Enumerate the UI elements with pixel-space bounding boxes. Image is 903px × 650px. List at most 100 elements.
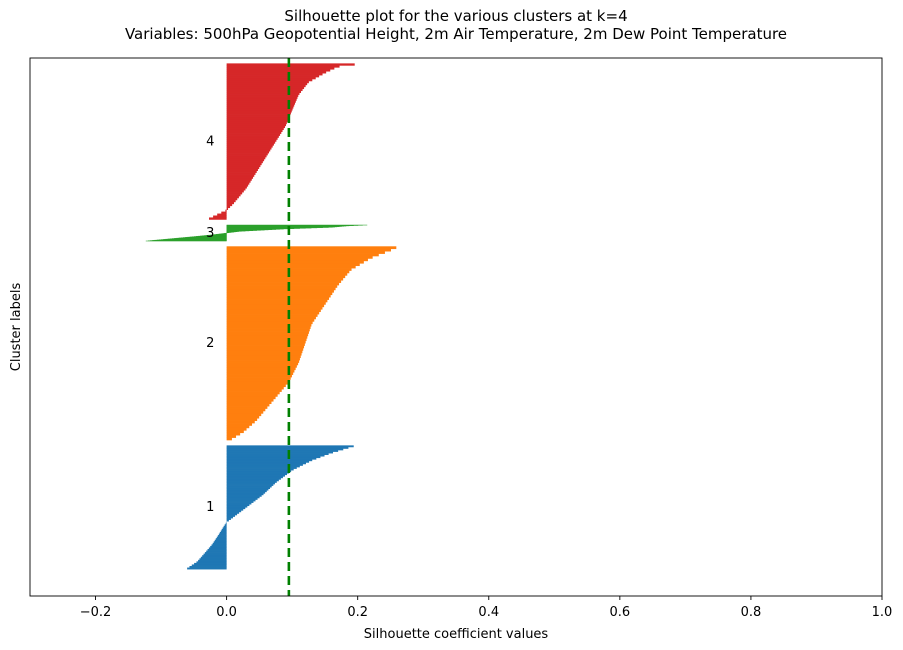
cluster-2-bar [226,396,276,400]
cluster-2-bar [226,306,323,310]
cluster-1-bar [200,556,227,559]
cluster-2-bar [226,432,241,436]
cluster-1-bar [226,448,344,451]
cluster-2-bar [226,335,308,339]
cluster-1-bar [213,541,227,544]
cluster-3-bar [226,232,228,234]
cluster-1-bar [226,476,283,479]
cluster-2-bar [226,386,284,390]
cluster-1-bar [226,471,290,474]
cluster-4-bar [226,156,266,160]
cluster-1-bar [226,494,262,497]
cluster-2-bar [226,418,258,421]
cluster-1-bar [203,553,227,556]
cluster-1-bar [226,473,288,476]
cluster-1-bar [226,505,248,508]
cluster-2-bar [226,260,364,264]
cluster-2-bar [226,265,356,269]
cluster-2-bar [226,246,397,250]
cluster-1-bar [226,477,281,480]
cluster-4-bar [225,209,227,212]
cluster-2-bar [226,285,338,288]
cluster-2-bar [226,343,305,346]
cluster-2-bar [226,357,300,361]
cluster-2-bar [226,389,282,392]
cluster-4-bar [226,199,236,203]
cluster-1-bar [226,468,294,471]
cluster-1-bar [226,470,292,473]
cluster-1-bar [226,511,240,514]
cluster-4-bar [226,162,262,166]
cluster-4-bar [226,145,273,148]
cluster-4-bar [226,92,300,95]
cluster-2-bar [226,253,379,257]
cluster-1-bar [226,454,325,457]
cluster-4-bar [226,69,331,72]
cluster-1-bar [226,488,269,491]
cluster-4-bar [226,186,247,189]
cluster-2-bar [226,350,303,354]
cluster-1-bar [226,463,303,466]
cluster-1-bar [226,482,275,485]
cluster-4-bar [226,63,355,66]
cluster-1-bar [204,552,227,554]
cluster-4-bar [226,197,238,201]
cluster-2-bar [226,299,328,303]
cluster-4-bar [226,170,257,173]
cluster-label: 2 [206,336,214,351]
cluster-1-bar [212,542,227,545]
cluster-4-bar [226,135,279,138]
cluster-4-bar [226,125,285,129]
axes: −0.2 0.0 0.2 0.4 0.6 0.8 1.0 [29,57,892,620]
cluster-2-bar [226,287,336,291]
cluster-1-bar [226,493,264,496]
cluster-1-bar [223,525,227,528]
cluster-4-bar [226,71,327,74]
cluster-4-bar [226,127,284,131]
cluster-2-bar [226,258,368,262]
x-tick-label: 0.2 [347,605,368,620]
cluster-2-bars [226,246,397,441]
cluster-2-bar [226,314,318,317]
cluster-2-bar [226,364,297,368]
cluster-2-bar [226,282,340,286]
cluster-2-bar [226,263,360,267]
cluster-2-bar [226,384,286,388]
cluster-2-bar [226,277,344,281]
cluster-4-bar [226,207,229,210]
x-tick-label: 0.4 [478,605,499,620]
cluster-4-bar [226,147,272,150]
cluster-4-bar [221,211,227,214]
cluster-4-bar [226,158,265,162]
cluster-1-bar [211,544,227,547]
cluster-2-bar [226,255,373,259]
cluster-4-bar [226,117,289,121]
cluster-4-bar [226,112,291,115]
cluster-2-bar [226,289,334,293]
cluster-2-bar [226,328,310,332]
cluster-4-bar [226,75,320,78]
plot-area: 1 2 3 4 [145,58,397,596]
chart-subtitle: Variables: 500hPa Geopotential Height, 2… [125,25,787,43]
cluster-4-bar [209,217,227,220]
cluster-4-bar [226,123,287,127]
cluster-2-bar [226,309,321,313]
cluster-1-bar [226,480,277,483]
cluster-4-bar [226,121,287,125]
cluster-2-bar [226,352,302,356]
cluster-4-bar [226,67,335,70]
cluster-2-bar [226,272,348,276]
x-tick-label: −0.2 [80,605,112,620]
cluster-1-bar [206,550,227,553]
cluster-2-bar [226,410,264,414]
cluster-2-bar [226,413,262,417]
cluster-1-bar [222,527,227,530]
cluster-1-bar [226,501,254,503]
cluster-4-bar [226,119,288,123]
cluster-1-bar [218,533,227,536]
cluster-2-bar [226,367,296,371]
cluster-1-bars [187,445,354,570]
cluster-1-bar [226,487,271,490]
x-axis-label: Silhouette coefficient values [364,627,549,642]
